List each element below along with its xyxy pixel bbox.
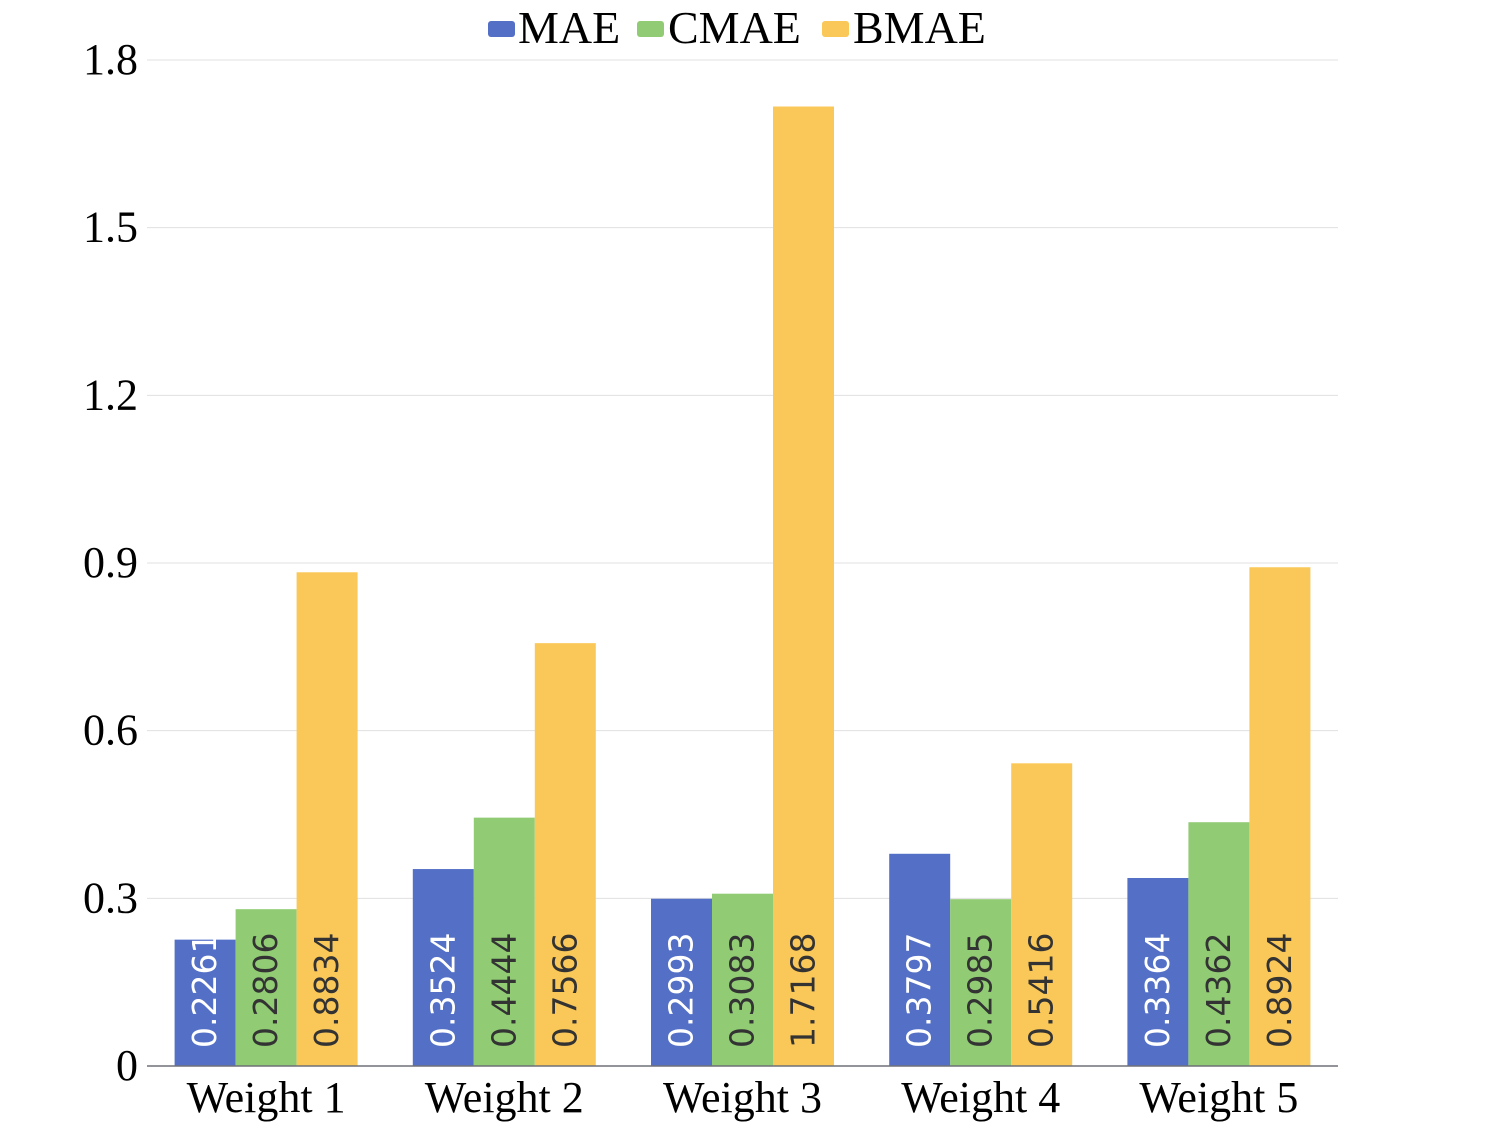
bar-bmae	[296, 572, 358, 1066]
bar-bmae	[534, 643, 596, 1066]
legend-swatch-mae	[488, 21, 515, 37]
data-label-cmae: 0.2985	[961, 933, 1000, 1048]
y-tick-label: 1.2	[83, 370, 138, 419]
y-axis: 0 0.3 0.6 0.9 1.2 1.5 1.8	[83, 35, 138, 1090]
data-label-cmae: 0.2806	[246, 933, 285, 1048]
data-label-mae: 0.2261	[185, 933, 224, 1048]
bar-bmae	[773, 106, 834, 1066]
bar-mae	[651, 898, 712, 1066]
x-tick-label: Weight 3	[663, 1073, 822, 1122]
data-label-mae: 0.3797	[900, 933, 939, 1048]
legend-label-mae: MAE	[518, 2, 620, 53]
bar-mae	[889, 853, 951, 1066]
bars	[174, 106, 1311, 1066]
data-label-bmae: 1.7168	[784, 933, 823, 1048]
bar-bmae	[1011, 763, 1073, 1066]
bar-cmae	[473, 817, 535, 1066]
bar-cmae	[1188, 822, 1250, 1066]
y-tick-label: 0.6	[83, 706, 138, 755]
legend-label-bmae: BMAE	[853, 2, 986, 53]
x-tick-label: Weight 1	[187, 1073, 346, 1122]
data-label-mae: 0.2993	[662, 933, 701, 1048]
bar-cmae	[950, 899, 1012, 1066]
data-label-bmae: 0.8924	[1260, 933, 1299, 1048]
x-tick-label: Weight 5	[1139, 1073, 1298, 1122]
data-label-bmae: 0.5416	[1022, 933, 1061, 1048]
data-label-cmae: 0.3083	[723, 933, 762, 1048]
data-label-cmae: 0.4444	[484, 933, 523, 1048]
x-tick-label: Weight 4	[901, 1073, 1060, 1122]
y-tick-label: 0.3	[83, 873, 138, 922]
data-labels: 0.2261 0.2806 0.8834 0.3524 0.4444 0.7566 0.29…	[185, 933, 1299, 1048]
y-tick-label: 1.8	[83, 35, 138, 84]
bar-cmae	[235, 909, 297, 1066]
data-label-cmae: 0.4362	[1199, 933, 1238, 1048]
y-tick-label: 0.9	[83, 538, 138, 587]
x-tick-label: Weight 2	[425, 1073, 584, 1122]
y-tick-label: 1.5	[83, 203, 138, 252]
bar-mae	[1127, 877, 1189, 1066]
x-axis: Weight 1 Weight 2 Weight 3 Weight 4 Weight 5	[147, 1065, 1338, 1122]
bar-mae	[412, 869, 474, 1066]
data-label-mae: 0.3364	[1138, 933, 1177, 1048]
legend-label-cmae: CMAE	[668, 2, 801, 53]
bar-bmae	[1249, 567, 1311, 1066]
data-label-mae: 0.3524	[423, 933, 462, 1048]
legend: MAE CMAE BMAE	[488, 2, 986, 53]
data-label-bmae: 0.7566	[545, 933, 584, 1048]
legend-swatch-bmae	[822, 21, 849, 37]
bar-cmae	[712, 893, 773, 1066]
bar-mae	[174, 939, 236, 1066]
data-label-bmae: 0.8834	[307, 933, 346, 1048]
legend-swatch-cmae	[637, 21, 664, 37]
y-tick-label: 0	[116, 1041, 138, 1090]
